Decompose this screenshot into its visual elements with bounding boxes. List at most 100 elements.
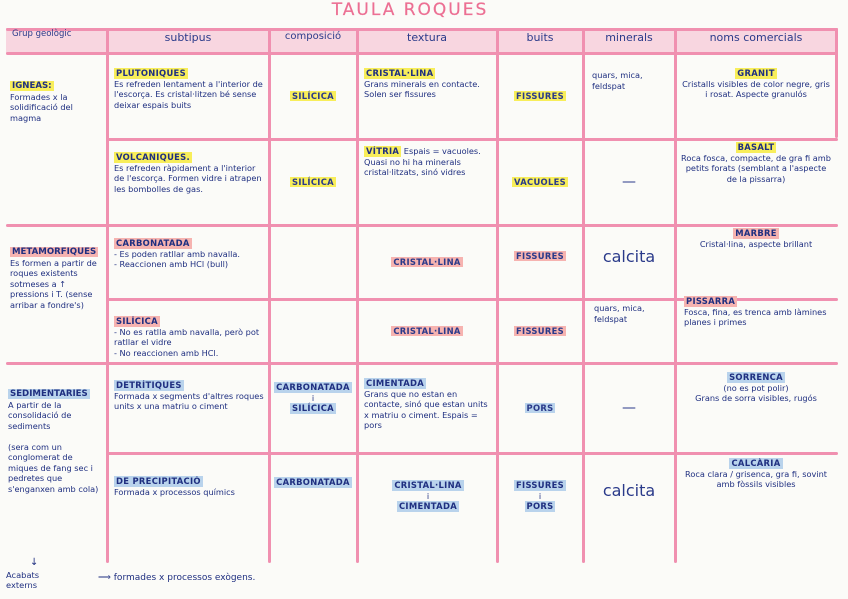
- precipitacio-desc: Formada x processos químics: [114, 486, 235, 497]
- plutoniques-textura-title: CRISTAL·LINA: [364, 68, 436, 79]
- footer-label: Acabats externs: [6, 570, 40, 590]
- detritiques-buits-cell: PORS: [499, 365, 581, 451]
- header-noms: noms comercials: [709, 31, 803, 44]
- plutoniques-comp: SILÍCICA: [290, 91, 336, 101]
- header-minerals: minerals: [605, 31, 653, 44]
- header-divider: [6, 52, 838, 55]
- plutoniques-buits: FISSURES: [514, 91, 566, 101]
- precipitacio-nom-title: CALCÀRIA: [729, 458, 783, 469]
- volcaniques-buits-cell: VACUOLES: [499, 141, 581, 223]
- subtipus-plutoniques: PLUTONIQUES Es refreden lentament a l'in…: [114, 68, 264, 136]
- carbonatada-buits-cell: FISSURES: [499, 227, 581, 285]
- volcaniques-textura-desc: Espais = vacuoles. Quasi no hi ha minera…: [364, 146, 481, 177]
- volcaniques-desc: Es refreden ràpidament a l'interior de l…: [114, 162, 262, 194]
- precipitacio-textura2: CIMENTADA: [396, 501, 459, 512]
- volcaniques-comp-cell: SILÍCICA: [271, 141, 355, 223]
- precipitacio-title: DE PRECIPITACIÓ: [114, 476, 203, 487]
- silicica-nom-desc: Fosca, fina, es trenca amb làmines plane…: [684, 306, 827, 328]
- precipitacio-textura: CRISTAL·LINA i CIMENTADA: [364, 480, 492, 512]
- detritiques-comp2: SILÍCICA: [290, 403, 336, 414]
- detritiques-desc: Formada x segments d'altres roques units…: [114, 390, 264, 412]
- volcaniques-minerals: —: [622, 174, 636, 190]
- silicica-title: SILÍCICA: [114, 316, 160, 327]
- header-subtipus: subtipus: [164, 31, 212, 44]
- volcaniques-comp: SILÍCICA: [290, 177, 336, 187]
- volcaniques-textura: VÍTRIA Espais = vacuoles. Quasi no hi ha…: [364, 146, 492, 222]
- precipitacio-buits-i: i: [538, 490, 542, 501]
- group-igneas: IGNEAS: Formades x la solidificació del …: [10, 80, 102, 123]
- detritiques-nom-desc1: (no es pot polir): [723, 382, 789, 393]
- header-band: [6, 28, 838, 54]
- row-divider-sedimentaries: [106, 452, 838, 455]
- detritiques-title: DETRÍTIQUES: [114, 380, 184, 391]
- volcaniques-nom: BASALT Roca fosca, compacte, de gra fi a…: [680, 142, 832, 222]
- plutoniques-desc: Es refreden lentament a l'interior de l'…: [114, 78, 263, 110]
- subtipus-carbonatada: CARBONATADA - Es poden ratllar amb naval…: [114, 238, 264, 294]
- carbonatada-desc1: - Es poden ratllar amb navalla.: [114, 248, 240, 259]
- subtipus-precipitacio: DE PRECIPITACIÓ Formada x processos quím…: [114, 476, 264, 536]
- carbonatada-buits: FISSURES: [514, 251, 566, 261]
- footer-arrow-icon: ↓: [30, 557, 39, 568]
- precipitacio-minerals: calcita: [602, 480, 656, 500]
- silicica-minerals: quars, mica, feldspat: [594, 303, 645, 324]
- carbonatada-textura: CRISTAL·LINA: [391, 257, 463, 267]
- group-sedimentaries-desc: A partir de la consolidació de sediments: [8, 399, 72, 431]
- silicica-buits-cell: FISSURES: [499, 301, 581, 361]
- group-igneas-desc: Formades x la solidificació del magma: [10, 91, 73, 123]
- volcaniques-title: VOLCANIQUES.: [114, 152, 192, 163]
- detritiques-comp-i: i: [311, 392, 315, 403]
- volcaniques-nom-title: BASALT: [735, 142, 777, 153]
- carbonatada-minerals: calcita: [602, 246, 656, 266]
- col-divider-4: [496, 28, 499, 563]
- detritiques-minerals: —: [622, 400, 636, 416]
- row-divider-igneas-end: [6, 224, 838, 227]
- detritiques-nom: SORRENCA (no es pot polir) Grans de sorr…: [680, 372, 832, 450]
- col-divider-6: [674, 28, 677, 563]
- subtipus-silicica: SILÍCICA - No es ratlla amb navalla, per…: [114, 316, 264, 362]
- silicica-buits: FISSURES: [514, 326, 566, 336]
- precipitacio-textura1: CRISTAL·LINA: [392, 480, 464, 491]
- col-divider-1: [106, 28, 109, 563]
- col-divider-3: [356, 28, 359, 563]
- group-metamorfiques-title: METAMORFIQUES: [10, 247, 99, 257]
- plutoniques-nom: GRANIT Cristalls visibles de color negre…: [680, 68, 832, 100]
- silicica-desc1: - No es ratlla amb navalla, però pot rat…: [114, 326, 260, 348]
- group-igneas-title: IGNEAS:: [10, 81, 54, 91]
- precipitacio-comp-cell: CARBONATADA: [272, 477, 354, 488]
- row-divider-metamorfiques: [106, 298, 838, 301]
- plutoniques-title: PLUTONIQUES: [114, 68, 188, 79]
- volcaniques-textura-title: VÍTRIA: [364, 146, 402, 157]
- plutoniques-nom-title: GRANIT: [735, 68, 777, 79]
- precipitacio-textura-i: i: [426, 490, 430, 501]
- col-divider-5: [582, 28, 585, 563]
- detritiques-textura-desc: Grans que no estan en contacte, sinó que…: [364, 388, 488, 431]
- precipitacio-buits: FISSURES i PORS: [500, 480, 580, 512]
- plutoniques-textura-desc: Grans minerals en contacte. Solen ser fi…: [364, 78, 480, 100]
- precipitacio-comp: CARBONATADA: [274, 477, 352, 488]
- rocks-table: Grup geològic subtipus composició textur…: [6, 28, 838, 565]
- group-sedimentaries: SEDIMENTARIES A partir de la consolidaci…: [8, 388, 104, 564]
- page-title: TAULA ROQUES: [331, 0, 489, 20]
- table-border-top: [6, 28, 838, 31]
- plutoniques-buits-cell: FISSURES: [499, 55, 581, 137]
- carbonatada-textura-cell: CRISTAL·LINA: [359, 227, 495, 297]
- detritiques-textura-title: CIMENTADA: [364, 378, 427, 389]
- header-textura: textura: [407, 31, 447, 44]
- precipitacio-nom-desc: Roca clara / grisenca, gra fi, sovint am…: [685, 468, 827, 490]
- silicica-textura-cell: CRISTAL·LINA: [359, 301, 495, 361]
- row-divider-metamorfiques-end: [6, 362, 838, 365]
- col-divider-right: [835, 28, 838, 138]
- carbonatada-nom-desc: Cristal·lina, aspecte brillant: [699, 238, 813, 249]
- detritiques-nom-desc2: Grans de sorra visibles, rugós: [695, 393, 817, 403]
- col-divider-2: [268, 28, 271, 563]
- carbonatada-desc2: - Reaccionen amb HCl (bull): [114, 259, 229, 269]
- carbonatada-nom-title: MARBRE: [733, 228, 779, 239]
- row-divider-igneas: [106, 138, 838, 141]
- detritiques-textura: CIMENTADA Grans que no estan en contacte…: [364, 378, 492, 450]
- plutoniques-comp-cell: SILÍCICA: [271, 55, 355, 137]
- silicica-nom-title: PISSARRA: [684, 296, 738, 307]
- precipitacio-buits2: PORS: [524, 501, 556, 512]
- header-buits: buits: [526, 31, 554, 44]
- group-sedimentaries-title: SEDIMENTARIES: [8, 389, 90, 399]
- header-composicio: composició: [284, 31, 342, 42]
